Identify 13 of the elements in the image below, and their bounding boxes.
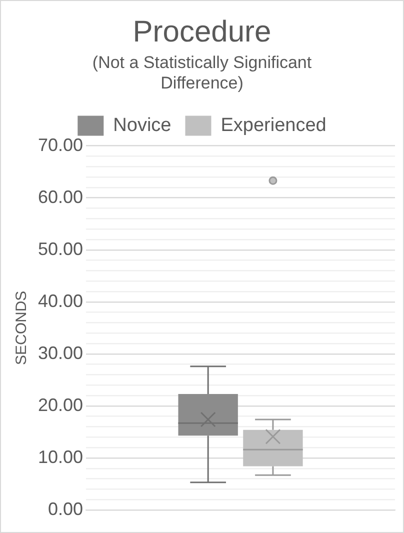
legend-label: Experienced [220,115,326,136]
legend-label: Novice [113,115,172,136]
y-tick-label: 30.00 [38,342,84,363]
y-tick-label: 20.00 [38,394,84,415]
y-tick-label: 50.00 [38,238,84,259]
y-tick-label: 10.00 [38,446,84,467]
chart-title: Procedure [132,15,272,48]
y-tick-label: 0.00 [48,498,84,519]
y-tick-label: 70.00 [38,134,84,155]
y-tick-label: 40.00 [38,290,84,311]
y-axis-title: SECONDS [13,290,30,365]
y-tick-label: 60.00 [38,186,84,207]
chart-subtitle: (Not a Statistically Significant Difference) [92,52,312,92]
